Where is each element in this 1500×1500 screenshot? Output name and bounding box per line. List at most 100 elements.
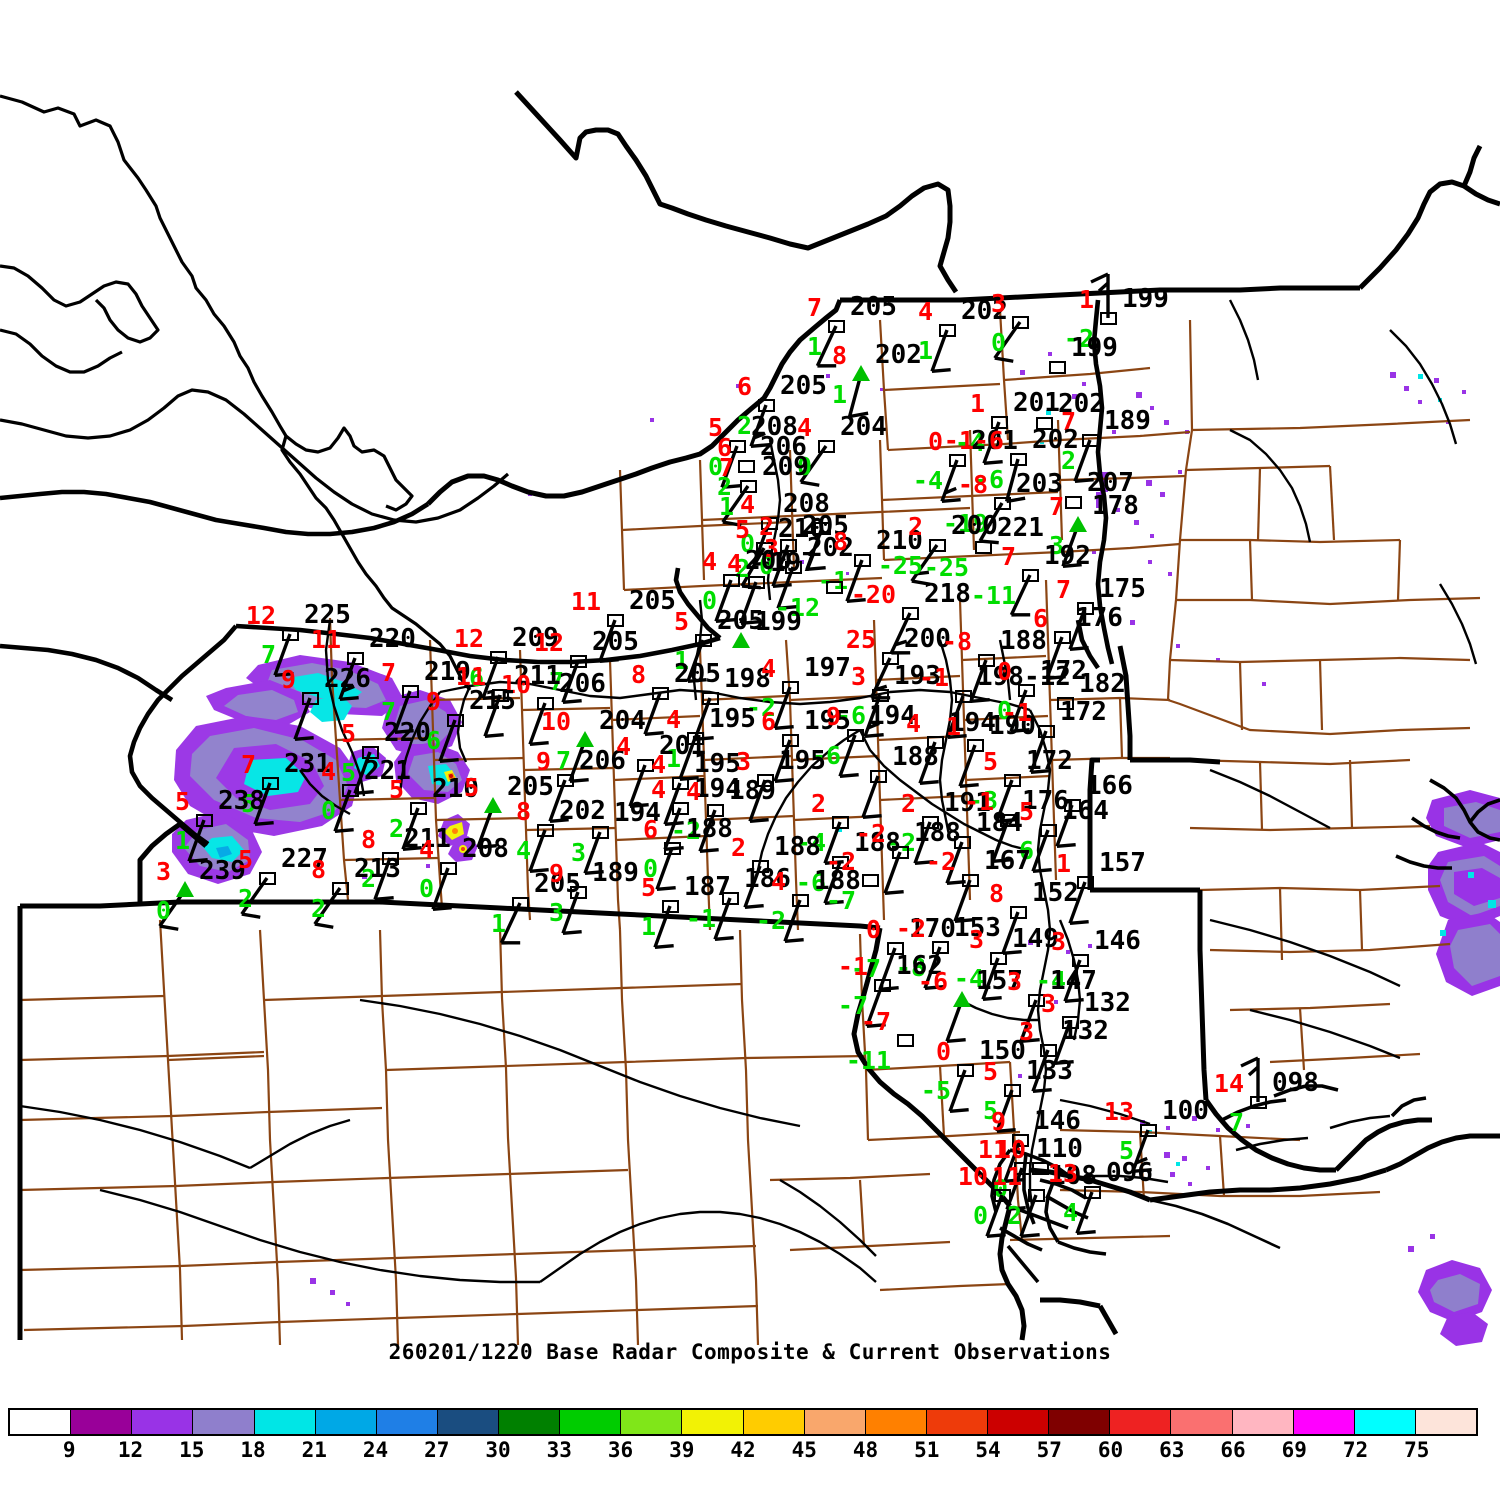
station-temperature: 9	[280, 665, 296, 694]
station-pressure: 220	[384, 718, 431, 748]
station-temperature: -2	[855, 819, 886, 848]
station-dewpoint: -11	[845, 1046, 891, 1075]
wind-barb	[1090, 272, 1110, 318]
station-temperature: 2	[907, 512, 923, 541]
station-pressure: 205	[802, 511, 849, 541]
station-pressure: 205	[850, 292, 897, 322]
station-pressure: 204	[599, 706, 646, 736]
station-marker-icon	[832, 856, 849, 869]
station-dewpoint: 0	[996, 696, 1012, 725]
station-pressure: 162	[896, 951, 943, 981]
station-marker-icon	[814, 522, 831, 535]
station-pressure: 209	[512, 623, 559, 653]
station-marker-icon	[592, 826, 609, 839]
station-pressure: 211	[514, 661, 561, 691]
station-marker-icon	[752, 860, 769, 873]
station-marker-icon	[1038, 725, 1055, 738]
station-temperature: 13	[1047, 1159, 1078, 1188]
station-pressure: 189	[592, 858, 639, 888]
station-pressure: 132	[1062, 1016, 1109, 1046]
station-marker-icon	[1077, 876, 1094, 889]
station-dewpoint: 1	[917, 336, 933, 365]
station-pressure: 190	[989, 711, 1036, 741]
colorbar-swatch	[376, 1410, 438, 1434]
station-marker-icon	[826, 581, 843, 594]
station-pressure: 208	[751, 412, 798, 442]
station-pressure: 146	[1034, 1106, 1081, 1136]
station-dewpoint: 7	[1228, 1108, 1244, 1137]
station-pressure: 211	[404, 824, 451, 854]
station-temperature: 1	[1055, 849, 1071, 878]
colorbar-tick: 12	[117, 1438, 144, 1462]
precip-type-triangle-icon	[732, 632, 750, 648]
station-marker-icon	[492, 689, 509, 702]
station-dewpoint: 0	[739, 529, 755, 558]
station-temperature: 12	[453, 624, 484, 653]
station-dewpoint: -4	[953, 964, 984, 993]
station-marker-icon	[607, 614, 624, 627]
station-marker-icon	[410, 802, 427, 815]
station-dewpoint: -2	[670, 816, 701, 845]
station-marker-icon	[1012, 316, 1029, 329]
station-pressure: 201	[659, 731, 706, 761]
station-temperature: -1	[918, 663, 949, 692]
station-marker-icon	[962, 874, 979, 887]
station-marker-icon	[780, 539, 797, 552]
station-temperature: 10	[500, 670, 531, 699]
station-marker-icon	[1014, 1162, 1031, 1175]
station-dewpoint: -2	[885, 828, 916, 857]
station-temperature: 2	[730, 833, 746, 862]
station-temperature: 0	[865, 915, 881, 944]
station-pressure: 218	[924, 579, 971, 609]
station-marker-icon	[862, 874, 879, 887]
station-marker-icon	[537, 697, 554, 710]
station-temperature: -7	[860, 1007, 891, 1036]
station-temperature: -1-6	[943, 426, 1004, 455]
station-marker-icon	[1040, 824, 1057, 837]
station-dewpoint: 1	[174, 826, 190, 855]
station-pressure: 191	[944, 788, 991, 818]
station-pressure: 238	[218, 786, 265, 816]
station-pressure: 202	[875, 340, 922, 370]
station-temperature: -8	[941, 627, 972, 656]
station-pressure: 157	[976, 966, 1023, 996]
station-dewpoint: 0	[418, 874, 434, 903]
colorbar-swatch	[1415, 1410, 1476, 1434]
colorbar-tick: 30	[485, 1438, 511, 1462]
station-marker-icon	[729, 440, 746, 453]
station-marker-icon	[1028, 994, 1045, 1007]
station-temperature: 4	[650, 750, 666, 779]
station-pressure: 152	[1032, 878, 1079, 908]
colorbar-swatch	[988, 1410, 1050, 1434]
station-dewpoint: -7	[825, 886, 856, 915]
station-pressure: 184	[976, 808, 1023, 838]
station-pressure: 219	[424, 657, 471, 687]
station-marker-icon	[870, 770, 887, 783]
station-dewpoint: 5	[240, 789, 256, 818]
precip-type-triangle-icon	[852, 365, 870, 381]
station-temperature: 7	[1055, 575, 1071, 604]
station-temperature: 5	[174, 787, 190, 816]
station-temperature: 4	[665, 705, 681, 734]
station-pressure: 203	[1016, 469, 1063, 499]
station-marker-icon	[828, 320, 845, 333]
station-dewpoint: 1	[831, 380, 847, 409]
station-dewpoint: 6	[425, 726, 441, 755]
station-temperature: 4	[917, 297, 933, 326]
station-pressure: 201	[971, 426, 1018, 456]
station-marker-icon	[1010, 453, 1027, 466]
station-pressure: 176	[1076, 603, 1123, 633]
station-marker-icon	[196, 814, 213, 827]
station-pressure: 200	[951, 511, 998, 541]
station-pressure: 167	[984, 846, 1031, 876]
station-marker-icon	[897, 1034, 914, 1047]
station-marker-icon	[282, 628, 299, 641]
station-temperature: 5	[237, 845, 253, 874]
station-marker-icon	[757, 774, 774, 787]
colorbar-tick-labels: 9 12 15 18 21 24 27 30 33 36 39 42 45 48 51 54 57 60 63 66 6…	[8, 1436, 1478, 1466]
station-pressure: 194	[694, 774, 741, 804]
station-dewpoint: -19	[942, 509, 988, 538]
station-dewpoint: -4	[954, 428, 985, 457]
station-marker-icon	[740, 480, 757, 493]
station-dewpoint: -11	[970, 581, 1016, 610]
